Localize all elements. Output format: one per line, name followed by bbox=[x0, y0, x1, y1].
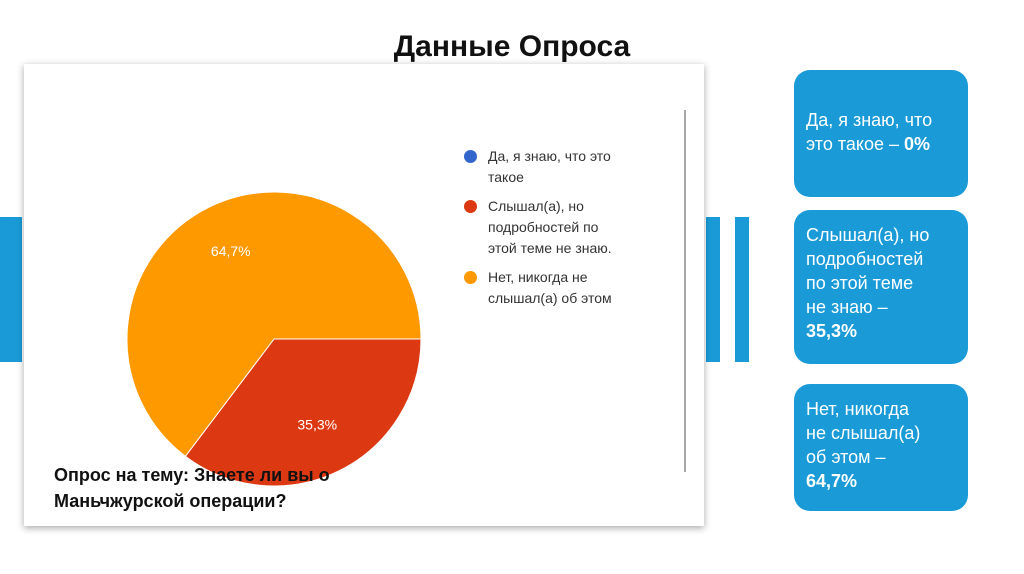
legend-label-yes-line1: Да, я знаю, что это bbox=[488, 148, 611, 164]
pie-slice-no bbox=[126, 191, 422, 457]
accent-bar-left bbox=[0, 217, 22, 362]
pie-labels: 35,3% 64,7% bbox=[211, 243, 337, 433]
slide-title: Данные Опроса bbox=[393, 30, 631, 63]
summary-bubble-heard: Слышал(а), но подробностей по этой теме … bbox=[794, 210, 968, 364]
card-divider-line bbox=[684, 110, 686, 472]
legend-label-heard-line2: подробностей по bbox=[488, 219, 599, 235]
chart-legend: Да, я знаю, что это такое Слышал(а), но … bbox=[464, 146, 674, 317]
legend-item-heard: Слышал(а), но подробностей по этой теме … bbox=[464, 196, 674, 259]
bubble-no-value: 64,7% bbox=[806, 469, 956, 493]
pie-label-heard: 35,3% bbox=[297, 417, 337, 433]
bubble-heard-value-text: 35,3% bbox=[806, 321, 858, 341]
bubble-heard-line1: Слышал(а), но bbox=[806, 225, 930, 245]
legend-label-heard-line1: Слышал(а), но bbox=[488, 198, 584, 214]
bubble-yes-line2-text: это такое – bbox=[806, 134, 905, 154]
legend-swatch-heard bbox=[464, 200, 477, 213]
bubble-heard-line3: по этой теме bbox=[806, 273, 914, 293]
legend-swatch-yes bbox=[464, 150, 477, 163]
chart-caption: Опрос на тему: Знаете ли вы о Маньчжурск… bbox=[54, 462, 394, 514]
chart-caption-line2: Маньчжурской операции? bbox=[54, 491, 287, 511]
legend-label-heard-line3: этой теме не знаю. bbox=[488, 240, 612, 256]
bubble-no-line2: не слышал(а) bbox=[806, 423, 921, 443]
legend-label-yes-line2: такое bbox=[488, 169, 524, 185]
bubble-heard-line4: не знаю – bbox=[806, 297, 888, 317]
chart-caption-line1: Опрос на тему: Знаете ли вы о bbox=[54, 465, 330, 485]
bubble-no-value-text: 64,7% bbox=[806, 471, 858, 491]
summary-bubble-no: Нет, никогда не слышал(а) об этом – 64,7… bbox=[794, 384, 968, 511]
bubble-no-line3: об этом – bbox=[806, 447, 886, 467]
accent-bar-middle-1 bbox=[706, 217, 720, 362]
bubble-heard-value: 35,3% bbox=[806, 319, 956, 343]
legend-item-no: Нет, никогда не слышал(а) об этом bbox=[464, 267, 674, 309]
legend-label-no-line1: Нет, никогда не bbox=[488, 269, 588, 285]
bubble-heard-line2: подробностей bbox=[806, 249, 924, 269]
accent-bar-middle-2 bbox=[735, 217, 749, 362]
bubble-no-line1: Нет, никогда bbox=[806, 399, 910, 419]
bubble-yes-line1: Да, я знаю, что bbox=[806, 110, 933, 130]
summary-bubble-yes: Да, я знаю, что это такое – 0% bbox=[794, 70, 968, 197]
legend-label-no-line2: слышал(а) об этом bbox=[488, 290, 612, 306]
legend-swatch-no bbox=[464, 271, 477, 284]
bubble-yes-value: 0% bbox=[904, 134, 931, 154]
pie-label-no: 64,7% bbox=[211, 243, 251, 259]
legend-item-yes: Да, я знаю, что это такое bbox=[464, 146, 674, 188]
pie-slices bbox=[126, 191, 422, 487]
pie-slice-heard bbox=[184, 338, 422, 487]
chart-card: 35,3% 64,7% Да, я знаю, что это такое Слы… bbox=[24, 64, 704, 526]
bubble-yes-line2: это такое – 0% bbox=[806, 132, 956, 156]
pie-chart: 35,3% 64,7% bbox=[126, 191, 422, 487]
